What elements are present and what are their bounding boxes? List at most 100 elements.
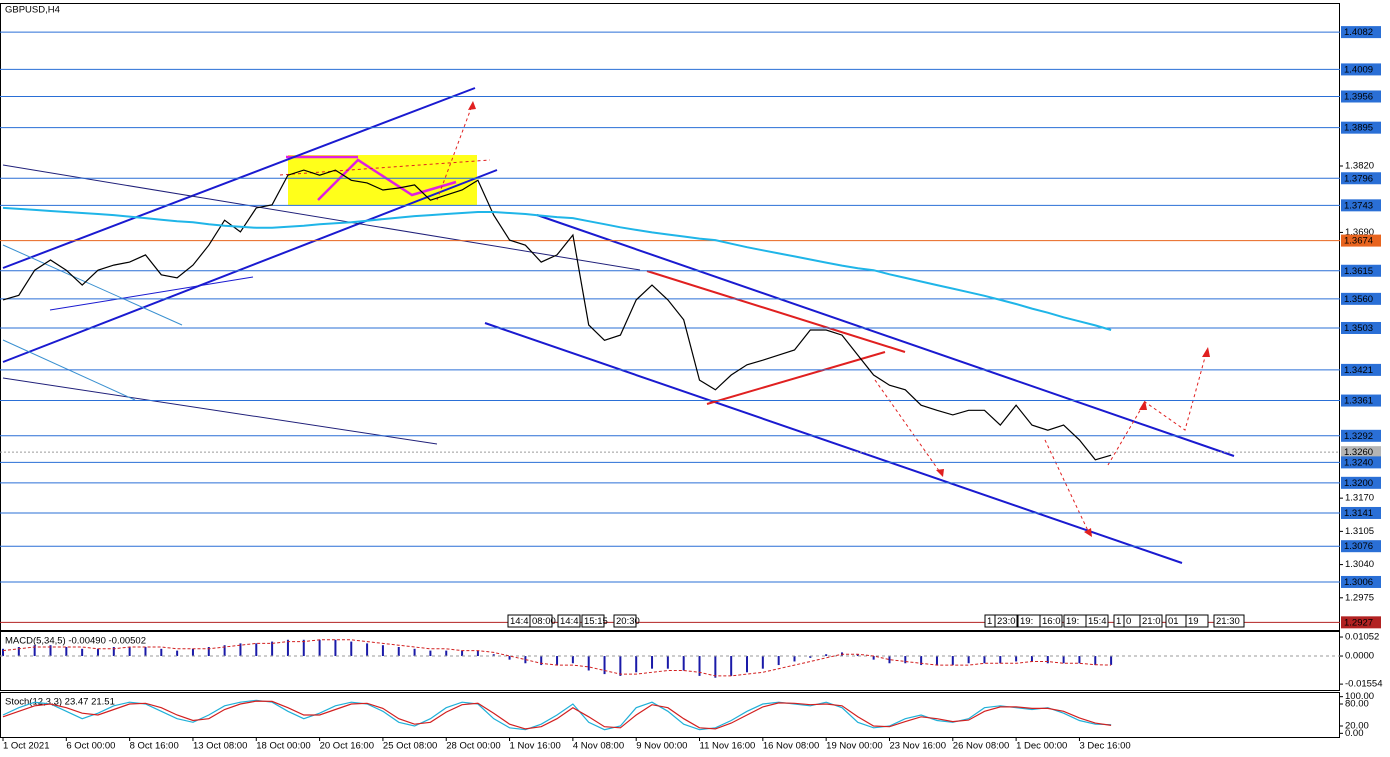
level-label: 1.4082 <box>1344 27 1373 38</box>
x-tick-label: 1 Nov 16:00 <box>510 741 561 752</box>
level-label: 1.3421 <box>1344 365 1373 376</box>
level-label: 1.3260 <box>1344 447 1373 458</box>
level-label: 1.3560 <box>1344 294 1373 305</box>
zigzag <box>317 158 457 201</box>
x-tick-label: 6 Oct 00:00 <box>66 741 115 752</box>
x-tick-label: 20 Oct 16:00 <box>320 741 374 752</box>
series-line <box>2 206 1112 331</box>
time-tag-box <box>1039 614 1063 628</box>
x-tick-label: 18 Oct 00:00 <box>256 741 310 752</box>
level-label: 1.3674 <box>1344 236 1373 247</box>
level-label: 1.3503 <box>1344 323 1373 334</box>
projection <box>279 159 491 176</box>
series-line <box>2 700 1112 730</box>
trend-line <box>49 276 254 311</box>
stoch-pane <box>0 692 1340 738</box>
chart-title: GBPUSD,H4 <box>5 5 60 16</box>
x-tick-label: 26 Nov 08:00 <box>953 741 1010 752</box>
level-label: 1.3141 <box>1344 508 1373 519</box>
level-label-box <box>1341 292 1381 305</box>
level-label: 1.3743 <box>1344 200 1373 211</box>
signal-line <box>2 639 1112 677</box>
y-tick-label: 1.3040 <box>1345 559 1374 570</box>
time-tag: 14:4 <box>510 616 529 627</box>
level-label: 1.3240 <box>1344 457 1373 468</box>
level-label-box <box>1341 321 1381 334</box>
time-tag-box <box>1185 614 1209 628</box>
y-tick-label: 1.3105 <box>1345 526 1374 537</box>
x-tick-label: 28 Oct 00:00 <box>446 741 500 752</box>
level-label-box <box>1341 121 1381 134</box>
macd-title: MACD(5,34,5) -0.00490 -0.00502 <box>5 636 146 647</box>
level-label: 1.3200 <box>1344 478 1373 489</box>
level-label-box <box>1341 63 1381 76</box>
y-tick-label: 1.3690 <box>1345 227 1374 238</box>
x-tick-label: 3 Dec 16:00 <box>1079 741 1130 752</box>
main-pane <box>0 3 1340 631</box>
trend-line <box>2 244 183 326</box>
y-tick-label: 80.00 <box>1345 699 1369 710</box>
y-tick-label: 0.00 <box>1345 728 1364 739</box>
x-tick-label: 23 Nov 16:00 <box>889 741 946 752</box>
time-tag: 15:15 <box>584 616 608 627</box>
time-tag-box <box>1085 614 1109 628</box>
time-tag: 1 <box>987 616 992 627</box>
triangle-line <box>706 351 886 405</box>
time-tag: 23:0 <box>997 616 1016 627</box>
time-tag: 19 <box>1188 616 1199 627</box>
x-tick-label: 1 Oct 2021 <box>3 741 49 752</box>
arrow-heads <box>468 101 1210 537</box>
y-tick-label: 1.2975 <box>1345 592 1374 603</box>
x-tick-label: 8 Oct 16:00 <box>130 741 179 752</box>
projection-arrows <box>279 102 1208 536</box>
time-tag: 21:0 <box>1142 616 1161 627</box>
y-tick-label: -0.01554 <box>1345 679 1383 690</box>
time-tag-box <box>613 614 637 628</box>
level-label-box <box>1341 234 1381 247</box>
channel-line <box>484 322 1183 564</box>
level-label: 1.3076 <box>1344 541 1373 552</box>
time-tag: 19: <box>1020 616 1033 627</box>
time-tag-box <box>529 614 553 628</box>
x-tick-label: 11 Nov 16:00 <box>700 741 756 752</box>
x-tick-label: 16 Nov 08:00 <box>763 741 820 752</box>
channel-line <box>2 169 498 363</box>
time-tag-box <box>994 614 1018 628</box>
x-tick-label: 1 Dec 00:00 <box>1016 741 1067 752</box>
x-tick-label: 25 Oct 08:00 <box>383 741 437 752</box>
x-tick-label: 19 Nov 00:00 <box>826 741 883 752</box>
level-label: 1.3615 <box>1344 266 1373 277</box>
series-line <box>2 169 1112 461</box>
drawings <box>2 87 1235 564</box>
trend-line <box>2 377 438 445</box>
y-tick-label: 100.00 <box>1345 691 1374 702</box>
stoch-title: Stoch(12,3,3) 23.47 21.51 <box>5 697 115 708</box>
level-label-box <box>1341 172 1381 185</box>
time-tag-box <box>557 614 581 628</box>
projection <box>874 379 943 476</box>
x-tick-label: 4 Nov 08:00 <box>573 741 624 752</box>
level-label-box <box>1341 394 1381 407</box>
y-tick-label: 0.0000 <box>1345 651 1374 662</box>
time-tag: 20:30 <box>616 616 640 627</box>
level-label-box <box>1341 540 1381 553</box>
level-label-box <box>1341 26 1381 39</box>
range-box <box>288 155 477 205</box>
arrow-head <box>1084 528 1092 537</box>
y-tick-label: 20.00 <box>1345 721 1369 732</box>
level-label-box <box>1341 363 1381 376</box>
level-label: 1.2927 <box>1344 617 1373 628</box>
y-tick-label: 1.3170 <box>1345 493 1374 504</box>
y-tick-label: 1.3820 <box>1345 161 1374 172</box>
time-tag: 21:30 <box>1216 616 1240 627</box>
channel-line <box>536 214 1235 457</box>
level-label: 1.3956 <box>1344 92 1373 103</box>
level-label-box <box>1341 456 1381 469</box>
projection <box>1107 349 1208 466</box>
triangle-line <box>646 270 906 353</box>
arrow-head <box>1139 400 1147 410</box>
level-label-box <box>1341 476 1381 489</box>
level-label-box <box>1341 90 1381 103</box>
trend-line <box>2 164 641 271</box>
